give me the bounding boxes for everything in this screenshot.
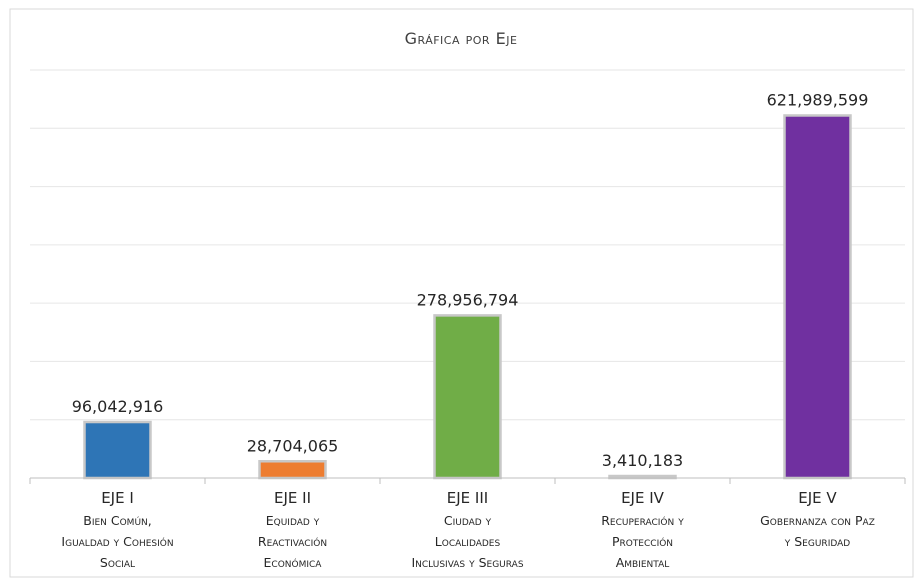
data-label-5: 621,989,599 bbox=[767, 90, 869, 109]
category-code-2: EJE II bbox=[274, 489, 311, 507]
bar-1 bbox=[83, 420, 152, 480]
category-label-4-line-1: Recuperación y bbox=[601, 513, 684, 528]
category-code-4: EJE IV bbox=[621, 489, 665, 507]
category-code-1: EJE I bbox=[101, 489, 134, 507]
category-label-2-line-2: Reactivación bbox=[258, 534, 327, 549]
category-label-1-line-2: Igualdad y Cohesión bbox=[61, 534, 173, 549]
category-labels: EJE I Bien Común, Igualdad y Cohesión Socia… bbox=[61, 489, 874, 570]
data-label-4: 3,410,183 bbox=[602, 451, 683, 470]
category-code-5: EJE V bbox=[798, 489, 837, 507]
category-label-2-line-3: Económica bbox=[264, 555, 323, 570]
category-label-3-line-3: Inclusivas y Seguras bbox=[411, 555, 523, 570]
category-label-5-line-1: Gobernanza con Paz bbox=[760, 513, 875, 528]
category-code-3: EJE III bbox=[447, 489, 488, 507]
gridlines bbox=[30, 69, 905, 421]
chart-border bbox=[9, 8, 914, 578]
bar-5 bbox=[783, 114, 852, 480]
data-label-3: 278,956,794 bbox=[417, 290, 519, 309]
data-label-1: 96,042,916 bbox=[72, 397, 164, 416]
category-label-5-line-2: y Seguridad bbox=[784, 534, 850, 549]
bar-3 bbox=[433, 314, 502, 480]
category-label-2-line-1: Equidad y bbox=[266, 513, 320, 528]
x-axis-ticks bbox=[29, 478, 906, 484]
bar-2 bbox=[258, 460, 327, 480]
category-label-3-line-1: Ciudad y bbox=[444, 513, 492, 528]
category-label-1-line-1: Bien Común, bbox=[83, 513, 152, 528]
data-label-2: 28,704,065 bbox=[247, 436, 339, 455]
chart-title: Gráfica por Eje bbox=[405, 29, 518, 48]
category-label-4-line-2: Protección bbox=[612, 534, 673, 549]
value-labels: 96,042,916 28,704,065 278,956,794 3,410,183… bbox=[72, 90, 869, 470]
category-label-3-line-2: Localidades bbox=[435, 534, 501, 549]
category-label-4-line-3: Ambiental bbox=[616, 555, 670, 570]
category-label-1-line-3: Social bbox=[100, 555, 135, 570]
